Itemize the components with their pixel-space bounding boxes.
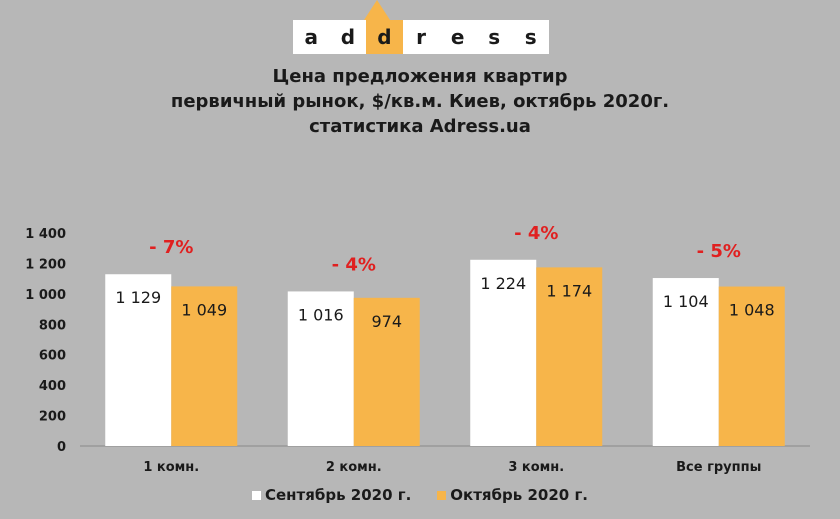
data-label: 1 048 [729,301,775,320]
change-label: - 7% [149,237,193,258]
data-label: 1 049 [181,300,227,319]
logo-letter: e [439,20,476,54]
data-label: 1 016 [298,305,344,324]
change-label: - 5% [697,241,741,262]
x-tick-label: Все группы [676,460,761,475]
title-line-1: Цена предложения квартир [272,66,568,87]
bar-september [105,274,172,446]
logo-letter: a [293,20,330,54]
logo-letter: s [475,20,513,54]
y-tick-label: 200 [39,410,66,425]
y-tick-label: 1 400 [25,227,66,242]
legend-item-october: Октябрь 2020 г. [437,486,588,504]
title-line-2: первичный рынок, $/кв.м. Киев, октябрь 2… [170,91,670,112]
change-label: - 4% [332,254,376,275]
y-tick-label: 800 [39,318,66,333]
legend-label-october: Октябрь 2020 г. [450,486,588,504]
y-tick-label: 600 [39,349,66,364]
data-label: 1 129 [115,288,161,307]
y-tick-label: 1 200 [25,257,66,272]
chart-title: Цена предложения квартир первичный рынок… [0,64,840,139]
y-tick-label: 1 000 [25,288,66,303]
bar-october [718,286,785,446]
x-tick-label: 1 комн. [143,460,199,475]
title-line-3: статистика Adress.ua [309,116,531,137]
bar-september [287,291,354,446]
x-tick-label: 3 комн. [508,460,564,475]
logo-arrow-icon [364,0,390,20]
change-label: - 4% [514,223,558,244]
bar-october [353,297,420,446]
legend-item-september: Сентябрь 2020 г. [252,486,411,504]
data-label: 974 [371,312,402,331]
legend-swatch-october [437,490,447,500]
bar-september [470,259,537,446]
bar-october [536,267,603,446]
legend-swatch-september [252,490,261,500]
logo-letter: s [512,20,550,54]
data-label: 1 224 [480,274,526,293]
x-tick-label: 2 комн. [326,460,382,475]
logo-letter: d [329,20,367,54]
logo-letter: r [402,20,440,54]
bar-september [652,278,719,446]
y-tick-label: 400 [39,379,66,394]
data-label: 1 174 [546,281,592,300]
logo-letter: d [366,20,403,54]
data-label: 1 104 [663,292,709,311]
legend: Сентябрь 2020 г. Октябрь 2020 г. [0,486,840,504]
legend-label-september: Сентябрь 2020 г. [265,486,412,504]
y-tick-label: 0 [57,440,66,455]
bar-october [171,286,238,446]
